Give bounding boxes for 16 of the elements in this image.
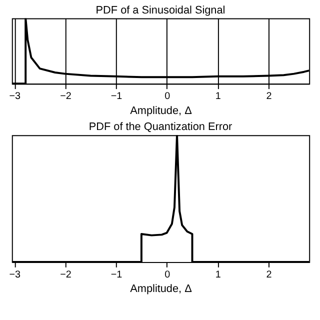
x-tick-label: 2 — [266, 269, 272, 280]
x-tick-label: 2 — [266, 90, 272, 102]
x-tick-label: 1 — [215, 90, 222, 102]
x-tick-label: 0 — [164, 269, 171, 280]
x-tick-label: −2 — [60, 269, 72, 280]
x-tick-label: 0 — [164, 90, 171, 102]
x-tick-label: 1 — [215, 269, 222, 280]
x-axis-title: Amplitude, Δ — [130, 104, 192, 117]
x-tick-label: −1 — [110, 269, 123, 280]
x-tick-label: −3 — [9, 269, 22, 280]
x-tick-label: −3 — [9, 90, 22, 102]
chart-title: PDF of a Sinusoidal Signal — [96, 4, 226, 16]
x-axis-title: Amplitude, Δ — [130, 283, 192, 296]
x-tick-label: −2 — [60, 90, 72, 102]
x-tick-label: −1 — [110, 90, 123, 102]
chart-title: PDF of the Quantization Error — [88, 121, 232, 134]
